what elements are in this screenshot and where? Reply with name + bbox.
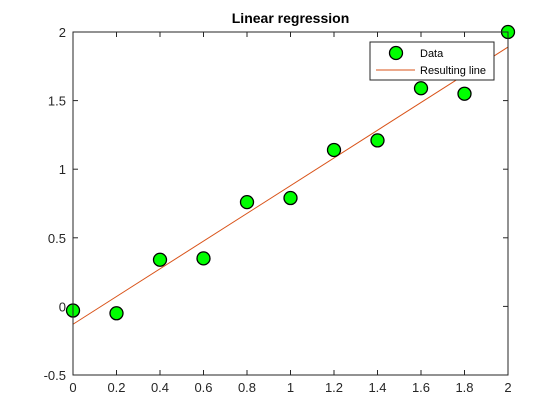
legend-label-data: Data	[420, 48, 444, 60]
fit-line-layer	[72, 46, 509, 325]
x-tick-label: 0.6	[194, 380, 212, 395]
y-tick-label: -0.5	[44, 368, 66, 383]
x-tick-label: 0.8	[238, 380, 256, 395]
axis-tick-labels: 0 0.2 0.4 0.6 0.8 1 1.2 1.4 1.6 1.8 2-0.500.511.52	[44, 25, 512, 395]
x-tick-label: 1	[287, 380, 294, 395]
x-tick-label: 1.6	[412, 380, 430, 395]
data-point	[413, 81, 429, 96]
y-tick-label: 2	[59, 25, 66, 40]
x-tick-label: 1.2	[325, 380, 343, 395]
x-tick-label: 1.4	[368, 380, 386, 395]
x-tick-label: 1.8	[455, 380, 473, 395]
x-tick-label: 0.4	[151, 380, 169, 395]
data-point	[239, 194, 255, 210]
x-tick-label: 0.2	[107, 380, 125, 395]
data-point	[283, 190, 298, 206]
x-tick-label: 2	[504, 380, 511, 395]
data-point	[152, 252, 168, 267]
y-tick-label: 1.5	[48, 94, 66, 109]
fit-line	[72, 46, 509, 325]
data-point	[109, 306, 124, 321]
axes-box	[72, 31, 509, 376]
y-tick-label: 0	[59, 299, 66, 314]
x-tick-label: 0	[69, 380, 76, 395]
data-point	[326, 142, 342, 158]
data-point	[196, 251, 211, 266]
legend: Data Resulting line	[369, 41, 495, 81]
y-tick-label: 1	[59, 162, 66, 177]
legend-marker-data	[388, 45, 404, 61]
data-point	[370, 133, 385, 148]
legend-label-line: Resulting line	[420, 65, 486, 77]
chart-title: Linear regression	[232, 10, 350, 26]
data-point	[457, 86, 472, 101]
data-points-layer	[65, 24, 516, 321]
y-tick-label: 0.5	[48, 231, 66, 246]
